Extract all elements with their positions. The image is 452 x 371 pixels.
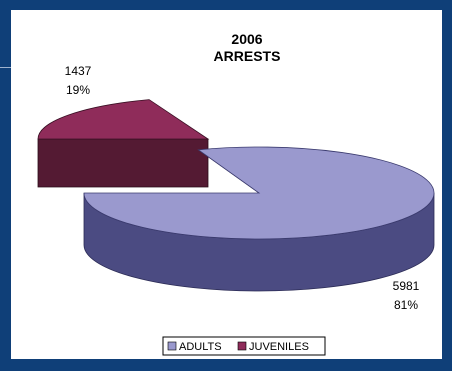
chart-title-line-1: 2006 [231,31,262,47]
data-label-juveniles-percent: 19% [66,83,90,97]
chart-title-line-2: ARRESTS [214,48,281,64]
legend: ADULTS JUVENILES [162,336,326,356]
legend-label-juveniles: JUVENILES [249,341,309,353]
pie-layer [37,99,435,292]
data-label-adults-value: 5981 [393,279,420,293]
data-label-juveniles-value: 1437 [65,64,92,78]
chart-area: 2006 ARRESTS 5981 81% 1437 19% ADULTS JU… [11,10,442,359]
slice-juveniles-top [37,99,210,140]
legend-swatch-juveniles [237,341,247,351]
pie-chart: 2006 ARRESTS 5981 81% 1437 19% ADULTS JU… [37,31,435,356]
legend-label-adults: ADULTS [179,341,222,353]
slice-adults-top [83,146,435,240]
legend-swatch-adults [167,341,177,351]
data-label-adults-percent: 81% [394,298,418,312]
slice-juveniles-side [37,138,209,188]
